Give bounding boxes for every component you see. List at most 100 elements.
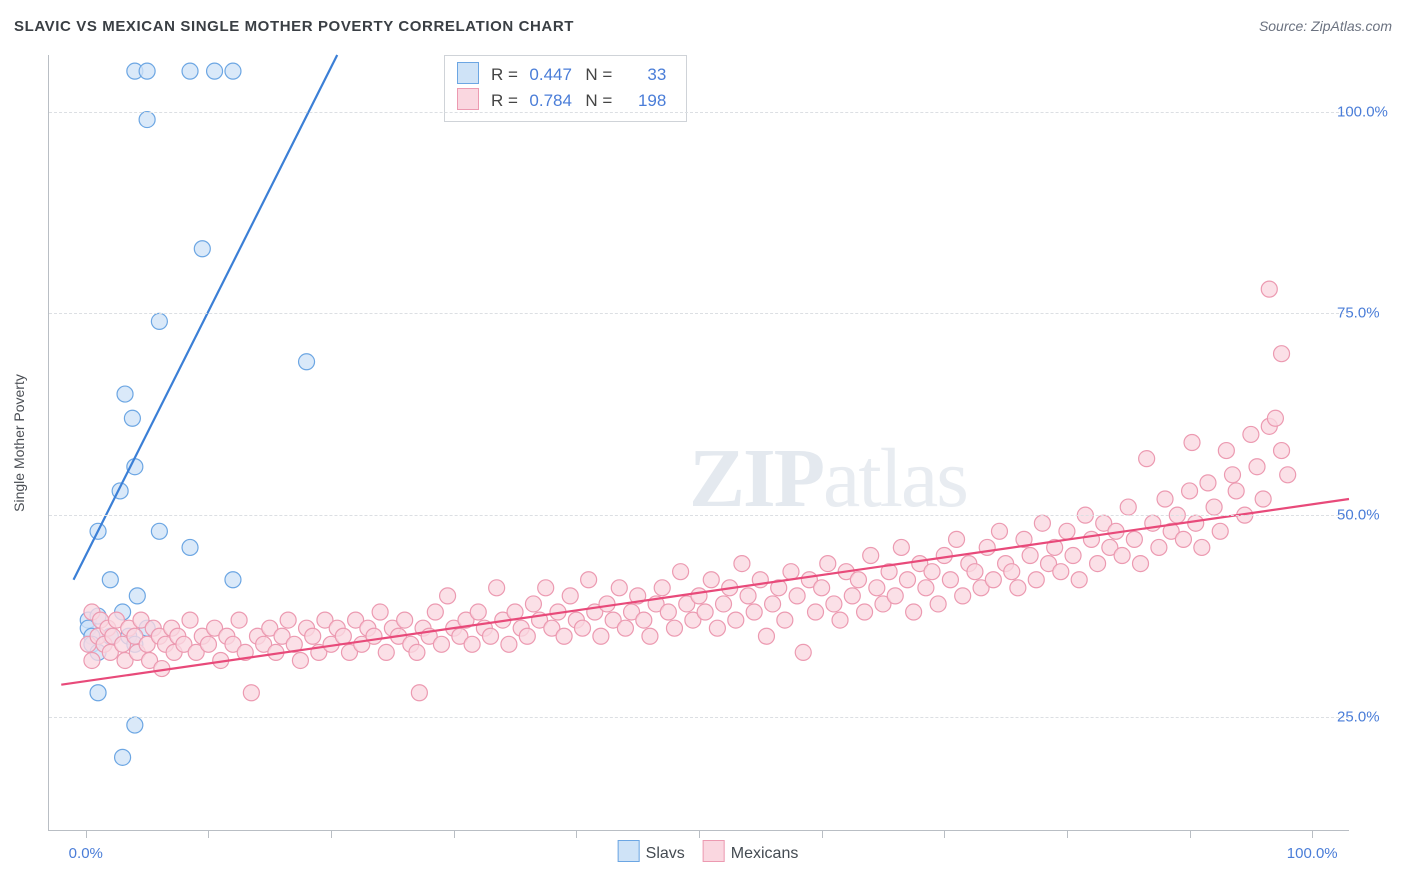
scatter-point-mexicans [292, 652, 308, 668]
scatter-point-mexicans [427, 604, 443, 620]
scatter-point-mexicans [1090, 556, 1106, 572]
scatter-point-mexicans [538, 580, 554, 596]
scatter-point-mexicans [525, 596, 541, 612]
scatter-point-mexicans [599, 596, 615, 612]
scatter-point-mexicans [243, 685, 259, 701]
scatter-point-mexicans [949, 531, 965, 547]
scatter-point-mexicans [863, 548, 879, 564]
scatter-point-mexicans [1022, 548, 1038, 564]
scatter-point-mexicans [783, 564, 799, 580]
legend-swatch-mexicans [703, 840, 725, 862]
scatter-point-mexicans [906, 604, 922, 620]
scatter-point-mexicans [1255, 491, 1271, 507]
scatter-point-slavs [127, 717, 143, 733]
scatter-point-mexicans [1004, 564, 1020, 580]
scatter-point-mexicans [1028, 572, 1044, 588]
chart-title: SLAVIC VS MEXICAN SINGLE MOTHER POVERTY … [14, 18, 574, 35]
scatter-point-mexicans [1212, 523, 1228, 539]
scatter-point-mexicans [84, 652, 100, 668]
legend-label-slavs: Slavs [646, 845, 685, 862]
x-tick [86, 830, 87, 838]
scatter-point-mexicans [850, 572, 866, 588]
scatter-point-slavs [182, 539, 198, 555]
scatter-point-mexicans [397, 612, 413, 628]
scatter-point-mexicans [1182, 483, 1198, 499]
scatter-point-slavs [115, 749, 131, 765]
scatter-point-slavs [139, 112, 155, 128]
x-tick [822, 830, 823, 838]
scatter-point-mexicans [335, 628, 351, 644]
r-value: 0.447 [522, 62, 572, 88]
scatter-point-mexicans [758, 628, 774, 644]
scatter-point-mexicans [1228, 483, 1244, 499]
grid-line-h [49, 515, 1349, 516]
source-attribution: Source: ZipAtlas.com [1259, 18, 1392, 34]
scatter-point-mexicans [673, 564, 689, 580]
stats-row-slavs: R =0.447 N =33 [457, 62, 666, 88]
scatter-point-mexicans [280, 612, 296, 628]
scatter-point-mexicans [1010, 580, 1026, 596]
scatter-point-mexicans [593, 628, 609, 644]
scatter-point-slavs [129, 588, 145, 604]
scatter-point-mexicans [1280, 467, 1296, 483]
scatter-point-mexicans [942, 572, 958, 588]
scatter-point-mexicans [814, 580, 830, 596]
scatter-point-mexicans [1249, 459, 1265, 475]
grid-line-h [49, 112, 1349, 113]
n-label: N = [585, 65, 612, 84]
scatter-point-mexicans [857, 604, 873, 620]
scatter-point-mexicans [305, 628, 321, 644]
scatter-point-mexicans [433, 636, 449, 652]
scatter-point-mexicans [1053, 564, 1069, 580]
scatter-point-mexicans [930, 596, 946, 612]
scatter-point-mexicans [869, 580, 885, 596]
scatter-point-mexicans [985, 572, 1001, 588]
scatter-point-mexicans [1206, 499, 1222, 515]
scatter-point-mexicans [617, 620, 633, 636]
x-tick [576, 830, 577, 838]
scatter-point-mexicans [734, 556, 750, 572]
x-tick [1312, 830, 1313, 838]
scatter-point-mexicans [697, 604, 713, 620]
scatter-point-mexicans [820, 556, 836, 572]
scatter-point-mexicans [918, 580, 934, 596]
n-value: 33 [616, 62, 666, 88]
scatter-point-slavs [139, 63, 155, 79]
scatter-point-mexicans [893, 539, 909, 555]
scatter-point-mexicans [716, 596, 732, 612]
scatter-point-mexicans [1065, 548, 1081, 564]
y-tick-label: 25.0% [1337, 708, 1406, 725]
scatter-point-mexicans [795, 644, 811, 660]
scatter-point-mexicans [556, 628, 572, 644]
scatter-point-slavs [207, 63, 223, 79]
scatter-point-mexicans [789, 588, 805, 604]
r-label: R = [491, 91, 518, 110]
swatch-mexicans [457, 88, 479, 110]
trend-line-mexicans [61, 499, 1349, 685]
scatter-point-mexicans [642, 628, 658, 644]
scatter-point-mexicans [372, 604, 388, 620]
legend-bottom: SlavsMexicans [600, 840, 799, 863]
legend-swatch-slavs [618, 840, 640, 862]
scatter-point-slavs [182, 63, 198, 79]
scatter-point-mexicans [1071, 572, 1087, 588]
scatter-point-mexicans [666, 620, 682, 636]
scatter-plot: ZIPatlas Single Mother Poverty R =0.447 … [48, 55, 1349, 831]
scatter-point-mexicans [691, 588, 707, 604]
scatter-point-mexicans [808, 604, 824, 620]
scatter-point-mexicans [1151, 539, 1167, 555]
scatter-point-slavs [225, 63, 241, 79]
scatter-point-mexicans [826, 596, 842, 612]
scatter-point-mexicans [991, 523, 1007, 539]
x-tick [454, 830, 455, 838]
scatter-point-mexicans [1157, 491, 1173, 507]
scatter-point-mexicans [464, 636, 480, 652]
scatter-point-mexicans [887, 588, 903, 604]
chart-svg-layer [49, 55, 1349, 830]
scatter-point-mexicans [1126, 531, 1142, 547]
y-tick-label: 50.0% [1337, 507, 1406, 524]
scatter-point-mexicans [1188, 515, 1204, 531]
scatter-point-mexicans [1224, 467, 1240, 483]
scatter-point-mexicans [581, 572, 597, 588]
x-tick [699, 830, 700, 838]
